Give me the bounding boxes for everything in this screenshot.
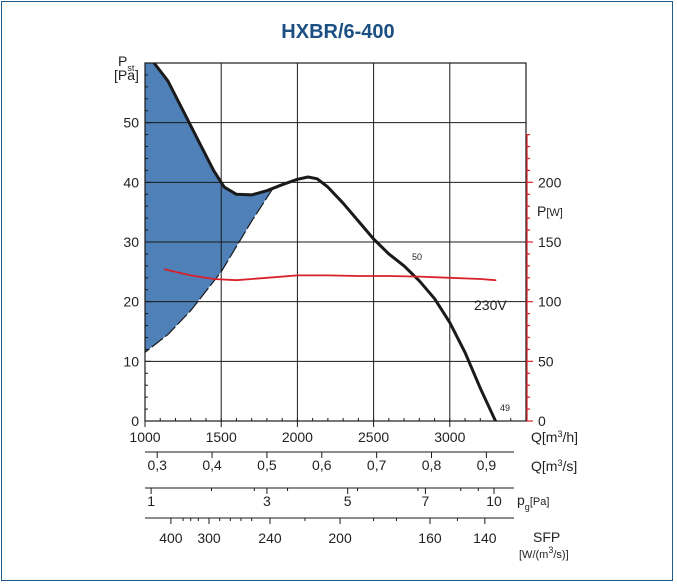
y2-axis-title: P[W] — [537, 203, 563, 219]
series-end-label: 49 — [500, 403, 510, 413]
y2-tick-label: 150 — [538, 234, 562, 250]
secondary-axis-label: 10 — [486, 493, 502, 509]
x-axis-title: Q[m3/h] — [531, 429, 578, 445]
shaded-boundary — [144, 187, 274, 353]
secondary-axis-label: 0,7 — [367, 457, 387, 473]
secondary-axis-label: 3 — [263, 493, 271, 509]
y2-tick-label: 50 — [538, 353, 554, 369]
secondary-axis-label: 160 — [418, 530, 442, 546]
secondary-axis-label: 5 — [344, 493, 352, 509]
x-tick-label: 2500 — [358, 429, 389, 445]
secondary-axis-label: 0,4 — [202, 457, 222, 473]
x-tick-label: 1500 — [206, 429, 237, 445]
secondary-axis-label: 0,6 — [312, 457, 332, 473]
y-tick-label: 50 — [123, 115, 139, 131]
shaded-region — [145, 63, 273, 353]
x-tick-label: 3000 — [434, 429, 465, 445]
y-axis-title: Pst — [118, 53, 135, 73]
y-tick-label: 20 — [123, 294, 139, 310]
sfp-axis-unit: [W/(m3/s)] — [519, 545, 569, 561]
y-tick-label: 10 — [123, 353, 139, 369]
x-tick-label: 2000 — [282, 429, 313, 445]
secondary-axis-label: 0,5 — [257, 457, 277, 473]
secondary-axis-label: 0,8 — [422, 457, 442, 473]
y-axis-unit: [Pa] — [114, 67, 139, 83]
y-tick-label: 40 — [123, 174, 139, 190]
sfp-axis-title: SFP — [533, 529, 560, 545]
y-tick-label: 30 — [123, 234, 139, 250]
secondary-axis-label: 1 — [147, 493, 155, 509]
series-line-1 — [152, 63, 497, 421]
secondary-axis-label: 240 — [258, 530, 282, 546]
secondary-axis-label: 400 — [159, 530, 183, 546]
chart-title: HXBR/6-400 — [281, 21, 394, 43]
q-m3s-axis-title: Q[m3/s] — [531, 458, 577, 474]
y-tick-label: 0 — [131, 413, 139, 429]
y2-tick-label: 0 — [538, 413, 546, 429]
secondary-axis-label: 300 — [197, 530, 221, 546]
secondary-axis-label: 0,9 — [477, 457, 497, 473]
power-series-label: 230V — [474, 297, 507, 313]
secondary-axis-label: 7 — [422, 493, 430, 509]
y2-tick-label: 100 — [538, 294, 562, 310]
secondary-axis-label: 200 — [328, 530, 352, 546]
secondary-axis-label: 0,3 — [147, 457, 167, 473]
x-tick-label: 1000 — [129, 429, 160, 445]
secondary-axis-label: 140 — [473, 530, 497, 546]
series-label: 50 — [412, 252, 422, 262]
series-line-2 — [163, 268, 497, 282]
pg-axis-title: pg[Pa] — [517, 492, 549, 512]
y2-tick-label: 200 — [538, 174, 562, 190]
